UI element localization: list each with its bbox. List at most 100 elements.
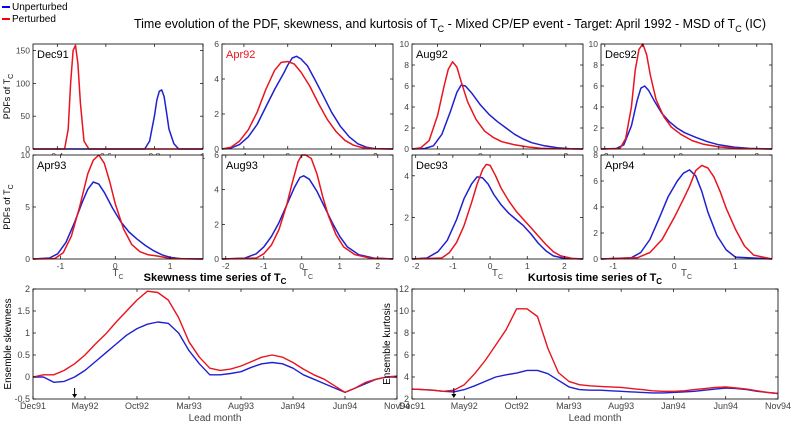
plot-7-xtick-label-0: -2	[412, 261, 420, 271]
plot-1-plot-area	[33, 44, 203, 149]
plot-10-unperturbed-line	[411, 369, 779, 395]
plot-5-perturbed-line	[32, 154, 204, 260]
plot-8-panel-label: Apr94	[605, 160, 634, 172]
plot-3-ytick-label-2: 4	[404, 102, 409, 112]
plot-3-panel-label: Aug92	[416, 49, 448, 61]
plot-2-ytick-label-2: 4	[214, 74, 219, 84]
legend-unperturbed-label: Unperturbed	[12, 2, 68, 13]
plot-6-ytick-label-1: 2	[214, 219, 219, 229]
plot-1-ytick-label-2: 100	[16, 78, 30, 88]
plot-2-ytick-label-0: 0	[214, 144, 219, 154]
plot-9-title-subscript: C	[281, 277, 287, 286]
plot-8-xlabel: TC	[681, 268, 692, 281]
plot-9-xtick-label-0: Dec91	[20, 401, 46, 411]
plot-5-xtick-label-0: -1	[57, 261, 65, 271]
plot-6-unperturbed-line	[221, 175, 394, 260]
plot-9-target-arrow-head	[72, 394, 78, 398]
plot-9-xtick-label-4: Aug93	[228, 401, 254, 411]
plot-1-frame	[32, 43, 204, 150]
plot-8-xtick-label-1: 0	[672, 261, 677, 271]
plot-8-xtick-label-0: -1	[609, 261, 617, 271]
plot-4-ytick-label-0: 0	[593, 144, 598, 154]
plot-9-perturbed-line	[32, 290, 398, 394]
plot-7-series	[411, 163, 584, 260]
plot-7: -2 -1 0 1 2 0 2 4 Dec93 TC	[404, 154, 584, 281]
plot-7-xtick-label-3: 1	[525, 261, 530, 271]
plot-2-unperturbed-line	[221, 55, 394, 150]
plot-10-ytick-label-5: 12	[399, 284, 409, 294]
plot-5-ytick-label-1: 5	[25, 202, 30, 212]
plot-6-ytick-label-0: 0	[214, 254, 219, 264]
plot-10-target-arrow-head	[451, 394, 457, 398]
plot-9-ytick-label-4: 1.5	[17, 306, 30, 316]
plot-5-xlabel-subscript: C	[119, 274, 124, 281]
title-part-3: (IC)	[742, 17, 766, 31]
plot-10-frame	[411, 288, 779, 400]
title-part-1: Time evolution of the PDF, skewness, and…	[134, 17, 438, 31]
plot-7-xtick-label-2: 0	[488, 261, 493, 271]
plot-10-xtick-label-5: Jan94	[661, 401, 686, 411]
plot-2-ytick-label-1: 2	[214, 109, 219, 119]
plot-8-ytick-label-0: 0	[593, 254, 598, 264]
plot-3-ytick-label-5: 10	[400, 39, 410, 49]
plot-6-frame	[221, 154, 394, 260]
plot-9-ylabel: Ensemble skewness	[3, 298, 14, 389]
plot-6-xtick-label-2: 0	[299, 261, 304, 271]
plot-5-panel-label: Apr93	[37, 160, 66, 172]
plot-9-xtick-label-2: Oct92	[125, 401, 149, 411]
plot-9-ytick-label-0: -0.5	[14, 394, 30, 404]
plot-8-ytick-label-4: 8	[593, 150, 598, 160]
plot-7-xtick-label-1: -1	[449, 261, 457, 271]
plot-10-ytick-label-0: 2	[404, 394, 409, 404]
plot-7-xtick-label-4: 2	[562, 261, 567, 271]
plot-3-series	[411, 61, 584, 150]
plot-4-frame	[600, 43, 773, 150]
plot-4-ytick-label-4: 8	[593, 60, 598, 70]
plot-2-perturbed-line	[221, 60, 394, 150]
plot-6-xtick-label-1: -1	[260, 261, 268, 271]
plot-9-ytick-label-2: 0.5	[17, 350, 30, 360]
plot-10-ytick-label-2: 6	[404, 350, 409, 360]
plot-4-ytick-label-3: 6	[593, 81, 598, 91]
plot-7-ytick-label-2: 4	[404, 171, 409, 181]
plot-5-ytick-label-0: 0	[25, 254, 30, 264]
plot-6-panel-label: Aug93	[226, 160, 258, 172]
plot-3-ytick-label-3: 6	[404, 81, 409, 91]
plot-10-series	[411, 308, 779, 395]
plot-9-title: Skewness time series of TC	[144, 272, 287, 286]
plot-5-xtick-label-2: 1	[168, 261, 173, 271]
plot-3-ytick-label-4: 8	[404, 60, 409, 70]
plot-1-ylabel: PDFs of TC	[2, 74, 15, 119]
plot-9-xtick-label-3: Mar93	[176, 401, 202, 411]
plot-3-ytick-label-1: 2	[404, 123, 409, 133]
plot-10-xtick-label-1: May92	[451, 401, 478, 411]
plot-10-xtick-label-6: Jun94	[713, 401, 738, 411]
plot-8-series	[600, 164, 773, 260]
plot-1-panel-label: Dec91	[37, 49, 69, 61]
plot-8: -1 0 1 0 2 4 6 8 Apr94 TC	[593, 150, 773, 281]
figure-title: Time evolution of the PDF, skewness, and…	[134, 17, 766, 34]
plot-1-ytick-label-0: 0	[25, 144, 30, 154]
plot-9-xtick-label-7: Nov94	[384, 401, 410, 411]
plot-10-ytick-label-1: 4	[404, 372, 409, 382]
plot-8-ytick-label-2: 4	[593, 202, 598, 212]
plot-6-xtick-label-0: -2	[222, 261, 230, 271]
plot-1-ytick-label-3: 150	[16, 46, 30, 56]
plot-10-xtick-label-7: Nov94	[765, 401, 791, 411]
plot-10-plot-area	[412, 289, 778, 399]
plot-1-ylabel-subscript: C	[8, 74, 15, 79]
plot-9-ytick-label-5: 2	[25, 284, 30, 294]
plot-6-plot-area	[222, 155, 393, 259]
plot-7-plot-area	[412, 155, 583, 259]
plot-9-frame	[32, 288, 398, 400]
plot-2-plot-area	[222, 44, 393, 149]
subplots: 0.40.60.81050100150Dec91PDFs of TC-10120…	[2, 39, 791, 424]
plot-5-xtick-label-1: 0	[113, 261, 118, 271]
plot-6-xlabel: TC	[302, 268, 313, 281]
plot-5-unperturbed-line	[32, 181, 204, 260]
plot-5-ytick-label-2: 10	[21, 150, 31, 160]
plot-7-xlabel-subscript: C	[498, 274, 503, 281]
plot-10-title-subscript: C	[656, 277, 662, 286]
plot-10: Dec91 May92 Oct92 Mar93 Aug93 Jan94 Jun94 Nov94…	[382, 272, 791, 424]
plot-2: -10120246Apr92	[214, 39, 394, 161]
